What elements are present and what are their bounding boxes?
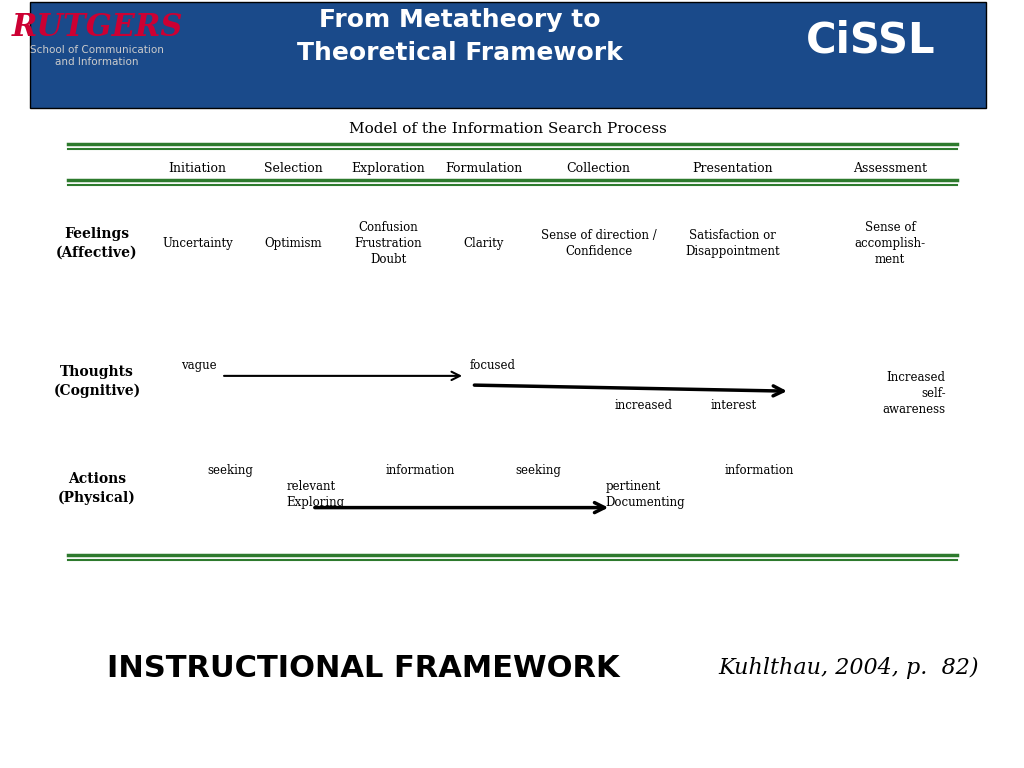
Text: Clarity: Clarity [464, 237, 504, 250]
Text: Formulation: Formulation [445, 162, 522, 175]
Text: relevant
Exploring: relevant Exploring [287, 480, 344, 509]
Text: INSTRUCTIONAL FRAMEWORK: INSTRUCTIONAL FRAMEWORK [106, 654, 620, 683]
Text: interest: interest [711, 399, 757, 412]
Text: Sense of direction /
Confidence: Sense of direction / Confidence [541, 229, 656, 258]
Text: and Information: and Information [55, 57, 139, 67]
Text: Optimism: Optimism [264, 237, 322, 250]
Text: Confusion
Frustration
Doubt: Confusion Frustration Doubt [354, 221, 422, 266]
Text: Model of the Information Search Process: Model of the Information Search Process [349, 121, 667, 135]
Text: Actions
(Physical): Actions (Physical) [58, 472, 136, 505]
Text: Sense of
accomplish-
ment: Sense of accomplish- ment [855, 221, 926, 266]
Text: Uncertainty: Uncertainty [162, 237, 232, 250]
Text: School of Communication: School of Communication [30, 45, 164, 55]
Text: RUTGERS: RUTGERS [11, 12, 182, 43]
Text: information: information [725, 465, 795, 478]
Text: Assessment: Assessment [853, 162, 927, 175]
Text: Satisfaction or
Disappointment: Satisfaction or Disappointment [685, 229, 780, 258]
FancyBboxPatch shape [30, 2, 986, 108]
Text: vague: vague [181, 359, 216, 372]
Text: Selection: Selection [263, 162, 323, 175]
Text: seeking: seeking [207, 465, 253, 478]
Text: Increased
self-
awareness: Increased self- awareness [883, 371, 945, 416]
Text: pertinent
Documenting: pertinent Documenting [605, 480, 685, 509]
Text: seeking: seeking [515, 465, 561, 478]
Text: increased: increased [615, 399, 673, 412]
Text: Initiation: Initiation [168, 162, 226, 175]
Text: Thoughts
(Cognitive): Thoughts (Cognitive) [53, 365, 140, 398]
Text: Collection: Collection [566, 162, 631, 175]
Text: Feelings
(Affective): Feelings (Affective) [56, 227, 138, 260]
Text: CiSSL: CiSSL [806, 19, 936, 61]
Text: Exploration: Exploration [351, 162, 425, 175]
Text: Presentation: Presentation [692, 162, 773, 175]
Text: focused: focused [470, 359, 516, 372]
Text: information: information [386, 465, 455, 478]
Text: From Metatheory to
Theoretical Framework: From Metatheory to Theoretical Framework [297, 8, 623, 65]
Text: Kuhlthau, 2004, p.  82): Kuhlthau, 2004, p. 82) [718, 657, 979, 680]
